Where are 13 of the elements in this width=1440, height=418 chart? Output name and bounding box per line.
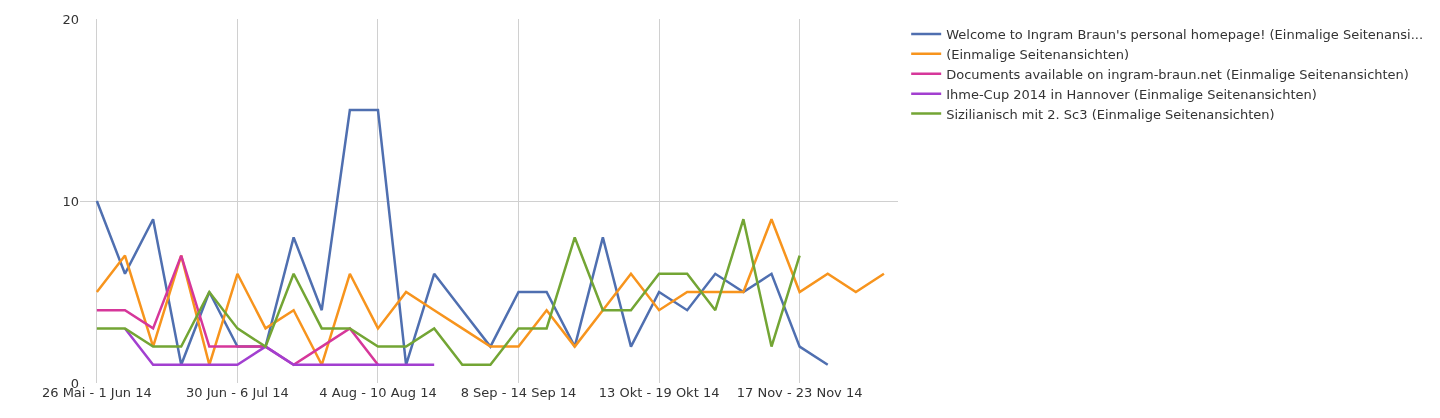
line-series (95, 108, 829, 367)
legend-label: Sizilianisch mit 2. Sc3 (Einmalige Seitenansichten) (946, 106, 1275, 122)
x-tick-label: 17 Nov - 23 Nov 14 (736, 385, 863, 400)
x-tick-label: 30 Jun - 6 Jul 14 (186, 385, 289, 400)
y-tick-label: 20 (62, 11, 79, 27)
x-tick-label: 4 Aug - 10 Aug 14 (319, 385, 437, 400)
legend-label: Ihme-Cup 2014 in Hannover (Einmalige Seitenansichten) (946, 86, 1317, 102)
legend-label: Documents available on ingram-braun.net (Einmalige Seitenansichten) (946, 66, 1409, 82)
legend-label: (Einmalige Seitenansichten) (946, 46, 1130, 62)
x-tick-label: 13 Okt - 19 Okt 14 (598, 385, 720, 400)
y-tick-label: 10 (62, 193, 79, 209)
legend-label: Welcome to Ingram Braun's personal homepage! (Einmalige Seitenansi... (946, 27, 1424, 43)
x-tick-label: 8 Sep - 14 Sep 14 (460, 385, 577, 400)
